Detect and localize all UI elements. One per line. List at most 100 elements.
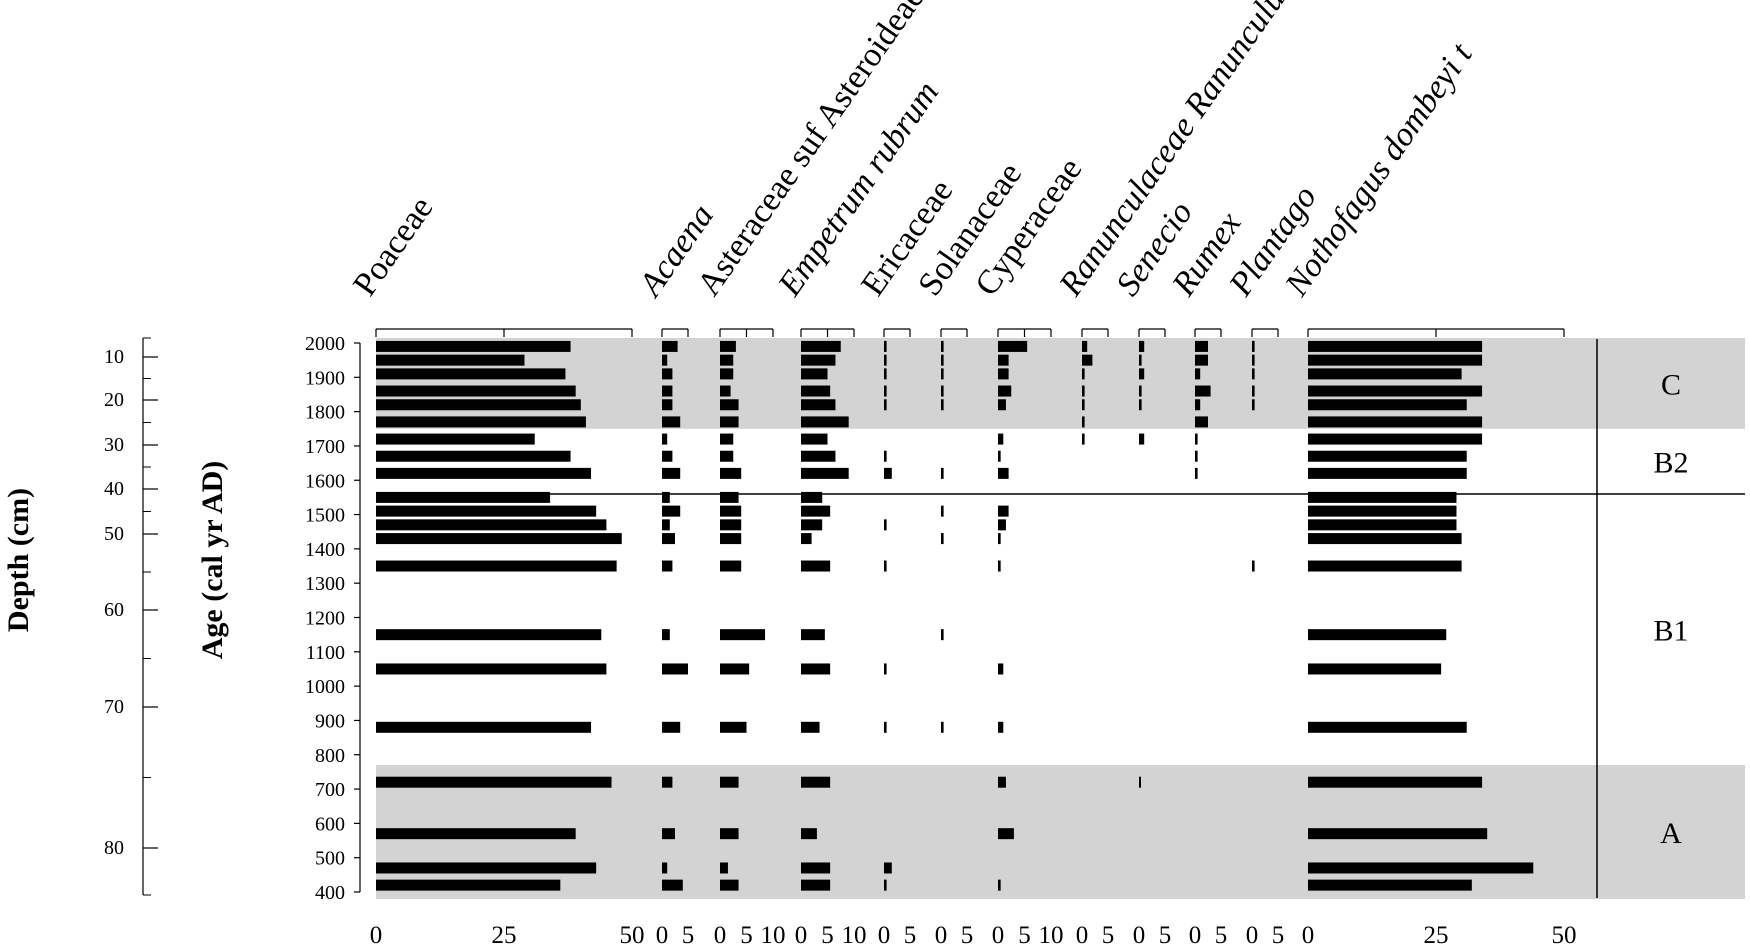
bar-asteraceae-suf-asteroideae-1820 — [720, 399, 739, 411]
bar-poaceae-420 — [376, 879, 561, 891]
x-tick-label: 0 — [714, 922, 727, 949]
bar-ranunculaceae-ranunculus-t-1910 — [1082, 368, 1085, 380]
x-tick-label: 0 — [935, 922, 948, 949]
bar-empetrum-rubrum-1150 — [801, 629, 825, 641]
bar-cyperaceae-1050 — [998, 663, 1004, 675]
x-tick-label: 10 — [842, 922, 867, 949]
x-tick-label: 0 — [1246, 922, 1259, 949]
x-tick-label: 5 — [904, 922, 917, 949]
bar-asteraceae-suf-asteroideae-880 — [720, 721, 747, 733]
bar-senecio-1860 — [1139, 385, 1142, 397]
x-tick-label: 5 — [1215, 922, 1228, 949]
bar-solanaceae-1990 — [941, 340, 944, 352]
bar-cyperaceae-880 — [998, 721, 1004, 733]
x-tick-label: 5 — [1102, 922, 1115, 949]
bar-plantago-1950 — [1252, 354, 1255, 366]
bar-empetrum-rubrum-1990 — [801, 340, 841, 352]
bar-ranunculaceae-ranunculus-t-1720 — [1082, 433, 1085, 445]
bar-acaena-1720 — [662, 433, 668, 445]
bar-poaceae-1150 — [376, 629, 602, 641]
bar-poaceae-1820 — [376, 399, 581, 411]
bar-asteraceae-suf-asteroideae-470 — [720, 862, 728, 874]
age-tick-label: 1900 — [305, 367, 345, 389]
bar-solanaceae-1510 — [941, 505, 944, 517]
bar-empetrum-rubrum-1620 — [801, 467, 849, 479]
bar-senecio-1820 — [1139, 399, 1142, 411]
bar-acaena-1430 — [662, 533, 675, 545]
bar-nothofagus-dombeyi-t-1950 — [1308, 354, 1483, 366]
bar-ericaceae-1620 — [884, 467, 892, 479]
bar-acaena-1910 — [662, 368, 673, 380]
bar-poaceae-570 — [376, 828, 576, 840]
bar-empetrum-rubrum-1770 — [801, 416, 849, 428]
zone-label-C: C — [1661, 368, 1681, 401]
bar-senecio-720 — [1139, 776, 1141, 788]
bar-ericaceae-1350 — [884, 560, 887, 572]
bar-rumex-1950 — [1195, 354, 1208, 366]
x-tick-label: 25 — [492, 922, 517, 949]
bar-asteraceae-suf-asteroideae-1950 — [720, 354, 734, 366]
bar-cyperaceae-1860 — [998, 385, 1012, 397]
bar-cyperaceae-1430 — [998, 533, 1001, 545]
x-tick-label: 5 — [1159, 922, 1172, 949]
bar-nothofagus-dombeyi-t-1820 — [1308, 399, 1467, 411]
depth-tick-label: 80 — [104, 837, 124, 859]
bar-poaceae-1670 — [376, 450, 571, 462]
bar-empetrum-rubrum-1550 — [801, 491, 823, 503]
x-tick-label: 0 — [656, 922, 669, 949]
bar-acaena-1050 — [662, 663, 688, 675]
age-tick-label: 500 — [315, 848, 345, 870]
bar-acaena-1620 — [662, 467, 681, 479]
age-tick-label: 1000 — [305, 676, 345, 698]
bar-ericaceae-880 — [884, 721, 887, 733]
age-tick-label: 900 — [315, 710, 345, 732]
bar-ericaceae-470 — [884, 862, 892, 874]
bar-empetrum-rubrum-1820 — [801, 399, 836, 411]
bar-plantago-1910 — [1252, 368, 1255, 380]
age-tick-label: 1500 — [305, 505, 345, 527]
bar-acaena-1350 — [662, 560, 673, 572]
bar-rumex-1770 — [1195, 416, 1208, 428]
bar-asteraceae-suf-asteroideae-1470 — [720, 519, 742, 531]
bar-cyperaceae-1990 — [998, 340, 1028, 352]
bar-poaceae-1510 — [376, 505, 597, 517]
bar-empetrum-rubrum-1430 — [801, 533, 812, 545]
zone-label-B2: B2 — [1653, 446, 1688, 479]
bar-nothofagus-dombeyi-t-1990 — [1308, 340, 1483, 352]
bar-senecio-1950 — [1139, 354, 1142, 366]
bar-acaena-1820 — [662, 399, 673, 411]
bar-acaena-880 — [662, 721, 681, 733]
bar-ranunculaceae-ranunculus-t-1770 — [1082, 416, 1085, 428]
x-tick-label: 0 — [992, 922, 1005, 949]
bar-empetrum-rubrum-880 — [801, 721, 820, 733]
depth-axis-title: Depth (cm) — [2, 488, 35, 632]
bar-solanaceae-1950 — [941, 354, 944, 366]
age-tick-label: 1300 — [305, 573, 345, 595]
bar-nothofagus-dombeyi-t-720 — [1308, 776, 1483, 788]
bar-cyperaceae-1670 — [998, 450, 1001, 462]
bar-nothofagus-dombeyi-t-570 — [1308, 828, 1488, 840]
bar-asteraceae-suf-asteroideae-1670 — [720, 450, 734, 462]
bar-cyperaceae-1510 — [998, 505, 1009, 517]
x-tick-label: 0 — [1133, 922, 1146, 949]
x-tick-label: 5 — [740, 922, 753, 949]
bar-nothofagus-dombeyi-t-1470 — [1308, 519, 1457, 531]
bar-cyperaceae-1950 — [998, 354, 1009, 366]
bar-nothofagus-dombeyi-t-1720 — [1308, 433, 1483, 445]
bar-asteraceae-suf-asteroideae-1510 — [720, 505, 742, 517]
age-axis-title: Age (cal yr AD) — [196, 461, 229, 660]
bar-plantago-1860 — [1252, 385, 1255, 397]
age-tick-label: 1400 — [305, 539, 345, 561]
bar-senecio-1910 — [1139, 368, 1145, 380]
bar-senecio-1990 — [1139, 340, 1145, 352]
bar-nothofagus-dombeyi-t-1860 — [1308, 385, 1483, 397]
age-tick-label: 400 — [315, 882, 345, 904]
age-tick-label: 1100 — [306, 642, 345, 664]
bar-empetrum-rubrum-470 — [801, 862, 831, 874]
age-tick-label: 1600 — [305, 470, 345, 492]
bar-poaceae-1860 — [376, 385, 576, 397]
depth-tick-label: 40 — [104, 478, 124, 500]
bar-poaceae-470 — [376, 862, 597, 874]
x-tick-label: 5 — [1272, 922, 1285, 949]
bar-nothofagus-dombeyi-t-470 — [1308, 862, 1534, 874]
